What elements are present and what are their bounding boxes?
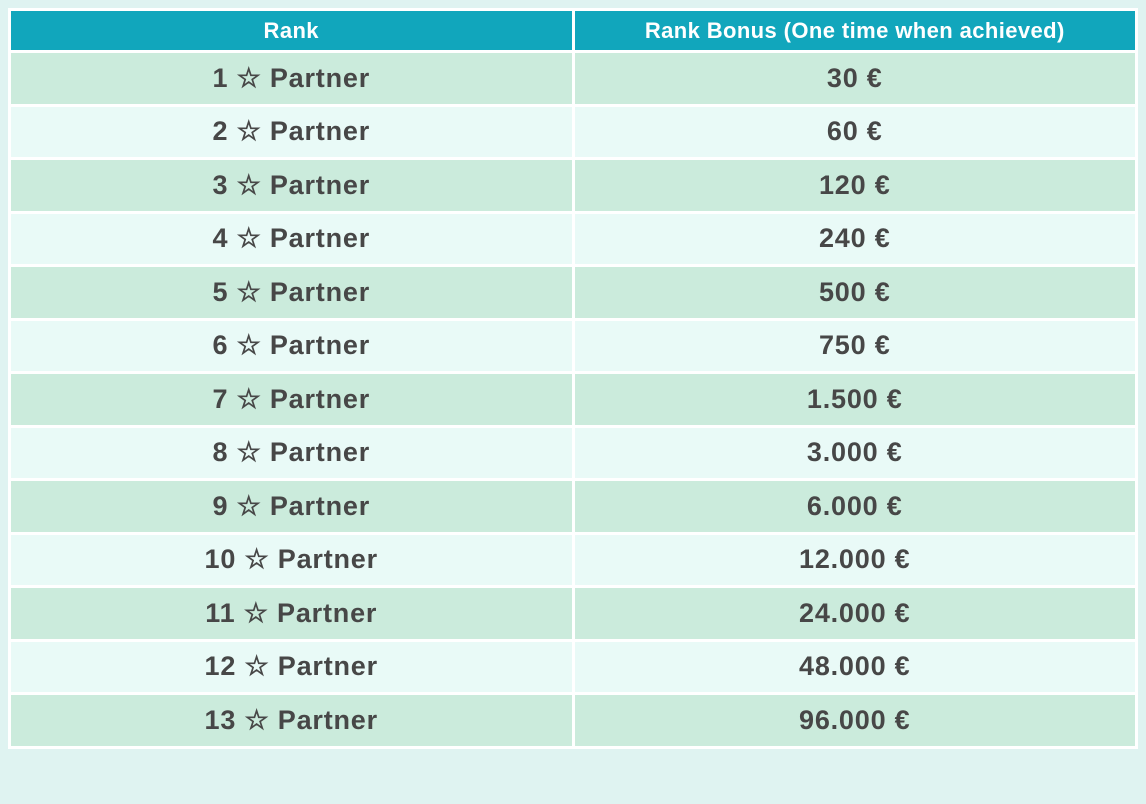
- rank-bonus-table: Rank Rank Bonus (One time when achieved)…: [8, 8, 1138, 749]
- rank-bonus-cell: 1.500 €: [571, 371, 1138, 428]
- table-row: 2 ☆ Partner 60 €: [8, 103, 1138, 160]
- page: Rank Rank Bonus (One time when achieved)…: [8, 8, 1138, 749]
- table-header-row: Rank Rank Bonus (One time when achieved): [8, 8, 1138, 53]
- rank-cell: 7 ☆ Partner: [8, 371, 575, 428]
- rank-cell: 4 ☆ Partner: [8, 210, 575, 267]
- table-head: Rank Rank Bonus (One time when achieved): [8, 8, 1138, 53]
- rank-cell: 1 ☆ Partner: [8, 50, 575, 107]
- table-body: 1 ☆ Partner 30 €2 ☆ Partner 60 €3 ☆ Partne…: [8, 50, 1138, 749]
- table-row: 6 ☆ Partner 750 €: [8, 317, 1138, 374]
- rank-cell: 6 ☆ Partner: [8, 317, 575, 374]
- rank-cell: 8 ☆ Partner: [8, 424, 575, 481]
- rank-bonus-cell: 60 €: [571, 103, 1138, 160]
- rank-bonus-cell: 30 €: [571, 50, 1138, 107]
- rank-bonus-cell: 6.000 €: [571, 478, 1138, 535]
- rank-cell: 3 ☆ Partner: [8, 157, 575, 214]
- table-row: 3 ☆ Partner 120 €: [8, 157, 1138, 214]
- rank-cell: 10 ☆ Partner: [8, 531, 575, 588]
- table-row: 7 ☆ Partner 1.500 €: [8, 371, 1138, 428]
- table-row: 4 ☆ Partner 240 €: [8, 210, 1138, 267]
- table-row: 10 ☆ Partner 12.000 €: [8, 531, 1138, 588]
- table-row: 9 ☆ Partner 6.000 €: [8, 478, 1138, 535]
- rank-bonus-cell: 3.000 €: [571, 424, 1138, 481]
- rank-cell: 5 ☆ Partner: [8, 264, 575, 321]
- rank-bonus-cell: 48.000 €: [571, 638, 1138, 695]
- rank-bonus-cell: 240 €: [571, 210, 1138, 267]
- column-header-rank-bonus: Rank Bonus (One time when achieved): [571, 8, 1138, 53]
- table-row: 1 ☆ Partner 30 €: [8, 50, 1138, 107]
- rank-cell: 13 ☆ Partner: [8, 692, 575, 749]
- table-row: 5 ☆ Partner 500 €: [8, 264, 1138, 321]
- table-row: 12 ☆ Partner 48.000 €: [8, 638, 1138, 695]
- rank-cell: 2 ☆ Partner: [8, 103, 575, 160]
- rank-bonus-cell: 500 €: [571, 264, 1138, 321]
- rank-cell: 12 ☆ Partner: [8, 638, 575, 695]
- rank-bonus-cell: 96.000 €: [571, 692, 1138, 749]
- table-row: 11 ☆ Partner 24.000 €: [8, 585, 1138, 642]
- table-row: 8 ☆ Partner 3.000 €: [8, 424, 1138, 481]
- rank-bonus-cell: 12.000 €: [571, 531, 1138, 588]
- column-header-rank: Rank: [8, 8, 575, 53]
- rank-cell: 9 ☆ Partner: [8, 478, 575, 535]
- rank-bonus-cell: 120 €: [571, 157, 1138, 214]
- rank-bonus-cell: 750 €: [571, 317, 1138, 374]
- table-row: 13 ☆ Partner 96.000 €: [8, 692, 1138, 749]
- rank-bonus-cell: 24.000 €: [571, 585, 1138, 642]
- rank-cell: 11 ☆ Partner: [8, 585, 575, 642]
